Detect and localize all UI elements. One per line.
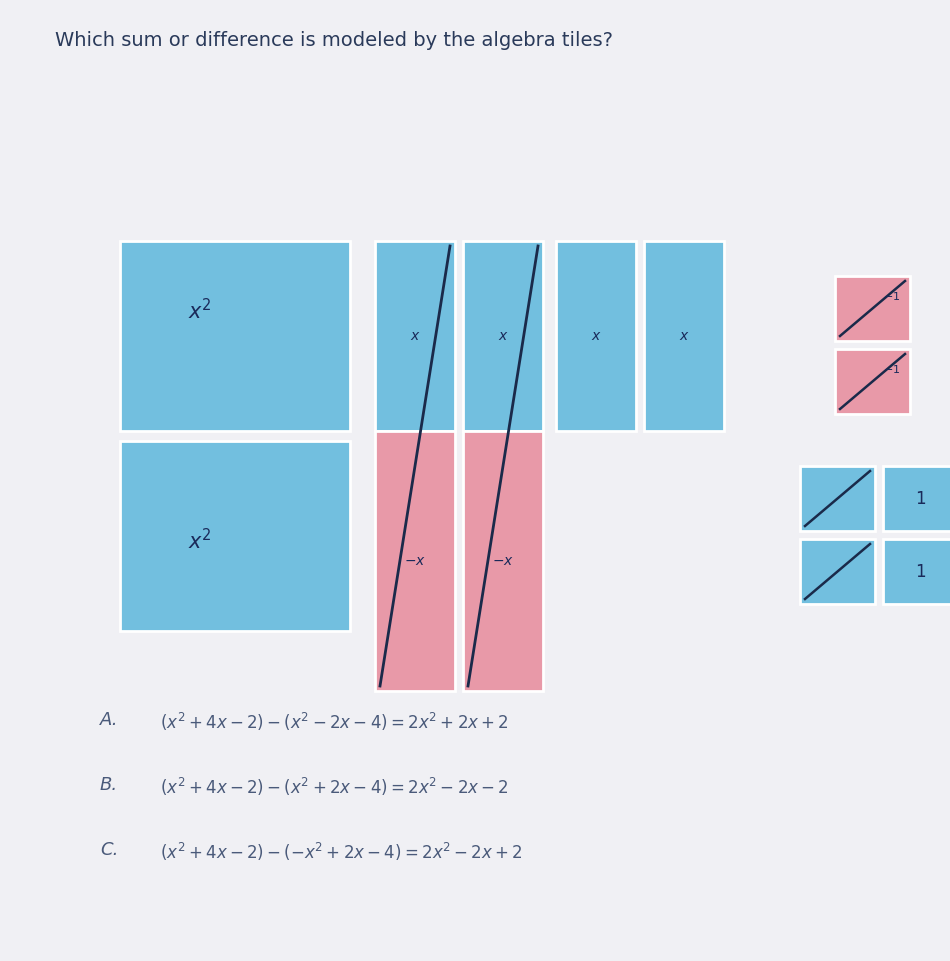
Bar bbox=[835, 276, 910, 341]
Text: $x$: $x$ bbox=[678, 329, 690, 343]
Text: 1: 1 bbox=[915, 563, 925, 581]
Bar bbox=[120, 441, 350, 631]
Text: A.: A. bbox=[100, 711, 119, 729]
Bar bbox=[463, 431, 543, 691]
Bar bbox=[556, 241, 636, 431]
Bar bbox=[463, 241, 543, 431]
Bar bbox=[835, 349, 910, 414]
Bar bbox=[800, 539, 875, 604]
Text: $(x^2+4x-2)-(-x^2+2x-4)=2x^2-2x+2$: $(x^2+4x-2)-(-x^2+2x-4)=2x^2-2x+2$ bbox=[160, 841, 522, 863]
Text: 1: 1 bbox=[915, 490, 925, 508]
Text: $x^2$: $x^2$ bbox=[188, 299, 212, 324]
Text: $-1$: $-1$ bbox=[883, 290, 900, 302]
Text: $-x$: $-x$ bbox=[404, 554, 426, 568]
Bar bbox=[644, 241, 724, 431]
Bar bbox=[375, 431, 455, 691]
Text: $-x$: $-x$ bbox=[492, 554, 514, 568]
Bar bbox=[883, 539, 950, 604]
Text: B.: B. bbox=[100, 776, 118, 794]
Text: $(x^2+4x-2)-(x^2-2x-4)=2x^2+2x+2$: $(x^2+4x-2)-(x^2-2x-4)=2x^2+2x+2$ bbox=[160, 711, 509, 733]
Text: $-1$: $-1$ bbox=[883, 363, 900, 375]
Bar bbox=[800, 466, 875, 531]
Bar bbox=[120, 241, 350, 431]
Text: Which sum or difference is modeled by the algebra tiles?: Which sum or difference is modeled by th… bbox=[55, 31, 613, 50]
Bar bbox=[375, 241, 455, 431]
Text: $(x^2+4x-2)-(x^2+2x-4)=2x^2-2x-2$: $(x^2+4x-2)-(x^2+2x-4)=2x^2-2x-2$ bbox=[160, 776, 509, 798]
Bar bbox=[883, 466, 950, 531]
Text: $x$: $x$ bbox=[591, 329, 601, 343]
Text: $x$: $x$ bbox=[409, 329, 420, 343]
Text: C.: C. bbox=[100, 841, 119, 859]
Text: $x^2$: $x^2$ bbox=[188, 529, 212, 554]
Text: $x$: $x$ bbox=[498, 329, 508, 343]
